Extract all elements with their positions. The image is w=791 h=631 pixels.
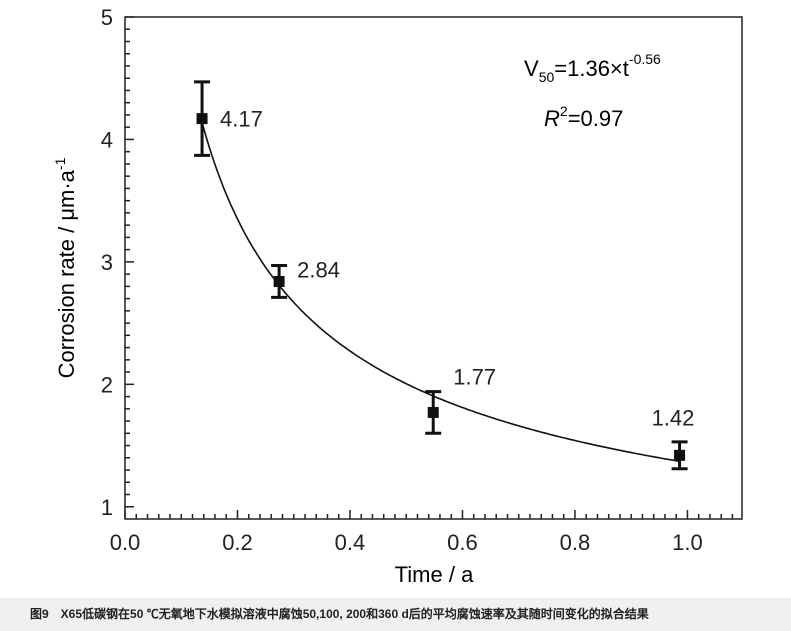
data-point	[427, 406, 439, 418]
x-tick-label: 1.0	[672, 530, 703, 555]
data-point	[196, 113, 208, 125]
figure-caption: 图9 X65低碳钢在50 ℃无氧地下水模拟溶液中腐蚀50,100, 200和36…	[0, 598, 791, 631]
x-tick-label: 0.4	[335, 530, 366, 555]
r-squared: R2=0.97	[544, 103, 623, 131]
x-tick-label: 0.2	[222, 530, 253, 555]
y-axis-label: Corrosion rate / μm·a-1	[52, 157, 79, 378]
fit-curve	[201, 122, 680, 463]
y-tick-label: 4	[101, 127, 113, 152]
fit-equation: V50=1.36×t-0.56	[524, 51, 661, 85]
chart: 0.0 0.2 0.4 0.6 0.8 1.0 1 2 3 4 5 4.17 2.84 1.77 1.42…	[52, 5, 743, 587]
y-tick-label: 2	[101, 372, 113, 397]
data-label: 4.17	[220, 107, 263, 132]
y-tick-label: 1	[101, 495, 113, 520]
x-axis-label: Time / a	[395, 562, 474, 587]
x-tick-label: 0.0	[110, 530, 141, 555]
data-point	[674, 449, 686, 461]
y-tick-label: 3	[101, 250, 113, 275]
data-label: 1.42	[652, 405, 695, 430]
plot-frame	[124, 16, 743, 520]
data-label: 1.77	[453, 364, 496, 389]
x-tick-label: 0.8	[560, 530, 591, 555]
y-axis-label-sup: -1	[52, 157, 68, 170]
y-tick-label: 5	[101, 5, 113, 30]
data-label: 2.84	[297, 257, 340, 282]
x-tick-label: 0.6	[447, 530, 478, 555]
data-point	[273, 275, 285, 287]
